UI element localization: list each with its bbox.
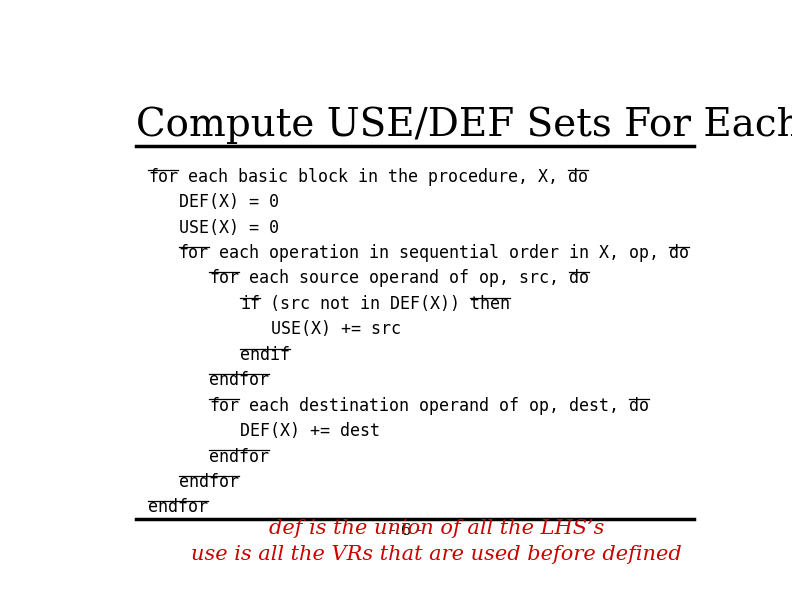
Text: endfor: endfor	[209, 371, 269, 389]
Text: endif: endif	[240, 346, 290, 364]
Text: DEF(X) += dest: DEF(X) += dest	[240, 422, 380, 440]
Text: each basic block in the procedure, X,: each basic block in the procedure, X,	[178, 168, 568, 185]
Text: - 6 -: - 6 -	[390, 522, 422, 539]
Text: each destination operand of op, dest,: each destination operand of op, dest,	[239, 397, 630, 415]
Text: USE(X) += src: USE(X) += src	[271, 320, 401, 338]
Text: endfor: endfor	[148, 499, 208, 517]
Text: USE(X) = 0: USE(X) = 0	[179, 218, 279, 237]
Text: endfor: endfor	[209, 447, 269, 466]
Text: DEF(X) = 0: DEF(X) = 0	[179, 193, 279, 211]
Text: do: do	[668, 244, 689, 262]
Text: (src not in DEF(X)): (src not in DEF(X))	[261, 295, 470, 313]
Text: def is the union of all the LHS’s: def is the union of all the LHS’s	[269, 519, 604, 538]
Text: for: for	[209, 397, 239, 415]
Text: use is all the VRs that are used before defined: use is all the VRs that are used before …	[191, 545, 682, 564]
Text: each source operand of op, src,: each source operand of op, src,	[239, 269, 569, 288]
Text: endfor: endfor	[179, 473, 239, 491]
Text: do: do	[568, 168, 588, 185]
Text: for: for	[209, 269, 239, 288]
Text: Compute USE/DEF Sets For Each BB: Compute USE/DEF Sets For Each BB	[136, 106, 792, 144]
Text: do: do	[630, 397, 649, 415]
Text: then: then	[470, 295, 510, 313]
Text: for: for	[179, 244, 209, 262]
Text: for: for	[148, 168, 178, 185]
Text: if: if	[240, 295, 261, 313]
Text: each operation in sequential order in X, op,: each operation in sequential order in X,…	[209, 244, 668, 262]
Text: do: do	[569, 269, 589, 288]
